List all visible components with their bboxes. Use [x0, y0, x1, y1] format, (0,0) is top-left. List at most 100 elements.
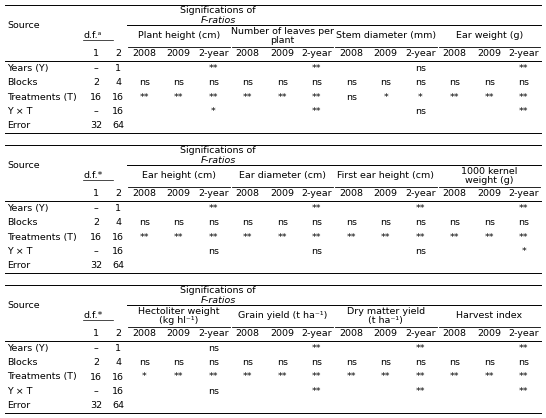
Text: 2009: 2009: [167, 49, 191, 59]
Text: ns: ns: [380, 78, 391, 87]
Text: –: –: [93, 387, 98, 396]
Text: 2-year: 2-year: [301, 49, 332, 59]
Text: **: **: [312, 387, 322, 396]
Text: **: **: [381, 232, 390, 242]
Text: **: **: [312, 92, 322, 102]
Text: 2-year: 2-year: [508, 329, 539, 339]
Text: Significations of: Significations of: [180, 146, 256, 155]
Text: Source: Source: [7, 161, 40, 171]
Text: **: **: [484, 232, 494, 242]
Text: d.f.ᵃ: d.f.ᵃ: [83, 31, 102, 39]
Text: Number of leaves per: Number of leaves per: [231, 27, 334, 36]
Text: **: **: [139, 92, 149, 102]
Text: ns: ns: [518, 218, 529, 227]
Text: 64: 64: [112, 261, 124, 270]
Text: **: **: [519, 344, 529, 353]
Text: 1000 kernel: 1000 kernel: [461, 167, 518, 176]
Text: 2-year: 2-year: [301, 189, 332, 199]
Text: ns: ns: [415, 218, 426, 227]
Text: Years (Y): Years (Y): [7, 64, 49, 73]
Text: Error: Error: [7, 401, 30, 410]
Text: Harvest index: Harvest index: [456, 311, 523, 321]
Text: ns: ns: [380, 358, 391, 367]
Text: ns: ns: [449, 78, 460, 87]
Text: 16: 16: [90, 232, 102, 242]
Text: ns: ns: [242, 218, 253, 227]
Text: ns: ns: [518, 78, 529, 87]
Text: Ear weight (g): Ear weight (g): [455, 31, 523, 41]
Text: 1: 1: [115, 64, 121, 73]
Text: 1: 1: [93, 329, 99, 339]
Text: 2008: 2008: [443, 189, 467, 199]
Text: *: *: [142, 372, 147, 382]
Text: *: *: [383, 92, 388, 102]
Text: **: **: [209, 204, 218, 213]
Text: Significations of: Significations of: [180, 286, 256, 295]
Text: Significations of: Significations of: [180, 6, 256, 15]
Text: 2009: 2009: [167, 329, 191, 339]
Text: –: –: [93, 107, 98, 116]
Text: 2-year: 2-year: [198, 189, 229, 199]
Text: **: **: [174, 372, 183, 382]
Text: **: **: [519, 64, 529, 73]
Text: 2009: 2009: [270, 49, 294, 59]
Text: **: **: [450, 232, 460, 242]
Text: 1: 1: [93, 189, 99, 199]
Text: Y × T: Y × T: [7, 107, 33, 116]
Text: Grain yield (t ha⁻¹): Grain yield (t ha⁻¹): [238, 311, 327, 321]
Text: Years (Y): Years (Y): [7, 204, 49, 213]
Text: F-ratios: F-ratios: [200, 16, 236, 25]
Text: 32: 32: [90, 401, 102, 410]
Text: 4: 4: [115, 218, 121, 227]
Text: *: *: [521, 247, 526, 256]
Text: Years (Y): Years (Y): [7, 344, 49, 353]
Text: 4: 4: [115, 358, 121, 367]
Text: Blocks: Blocks: [7, 78, 38, 87]
Text: 4: 4: [115, 78, 121, 87]
Text: Blocks: Blocks: [7, 218, 38, 227]
Text: 2009: 2009: [270, 189, 294, 199]
Text: 2009: 2009: [374, 189, 397, 199]
Text: **: **: [519, 204, 529, 213]
Text: **: **: [277, 232, 287, 242]
Text: *: *: [211, 107, 216, 116]
Text: 2-year: 2-year: [405, 189, 436, 199]
Text: 2: 2: [93, 78, 99, 87]
Text: Hectoliter weight: Hectoliter weight: [138, 307, 219, 316]
Text: **: **: [347, 232, 356, 242]
Text: ns: ns: [207, 218, 219, 227]
Text: 2009: 2009: [477, 329, 501, 339]
Text: **: **: [243, 232, 252, 242]
Text: **: **: [484, 92, 494, 102]
Text: **: **: [416, 344, 425, 353]
Text: **: **: [519, 107, 529, 116]
Text: **: **: [277, 92, 287, 102]
Text: 2008: 2008: [132, 189, 156, 199]
Text: **: **: [416, 372, 425, 382]
Text: **: **: [312, 372, 322, 382]
Text: **: **: [381, 372, 390, 382]
Text: ns: ns: [346, 78, 357, 87]
Text: **: **: [312, 344, 322, 353]
Text: ns: ns: [277, 218, 288, 227]
Text: Blocks: Blocks: [7, 358, 38, 367]
Text: **: **: [209, 372, 218, 382]
Text: **: **: [484, 372, 494, 382]
Text: 2009: 2009: [374, 329, 397, 339]
Text: **: **: [347, 372, 356, 382]
Text: **: **: [416, 232, 425, 242]
Text: *: *: [418, 92, 423, 102]
Text: 2008: 2008: [339, 49, 363, 59]
Text: 2: 2: [115, 329, 121, 339]
Text: ns: ns: [415, 64, 426, 73]
Text: Dry matter yield: Dry matter yield: [347, 307, 425, 316]
Text: 1: 1: [115, 344, 121, 353]
Text: F-ratios: F-ratios: [200, 156, 236, 165]
Text: **: **: [519, 387, 529, 396]
Text: 2-year: 2-year: [198, 329, 229, 339]
Text: 16: 16: [112, 92, 124, 102]
Text: 2009: 2009: [270, 329, 294, 339]
Text: –: –: [93, 204, 98, 213]
Text: Source: Source: [7, 301, 40, 311]
Text: 2008: 2008: [443, 329, 467, 339]
